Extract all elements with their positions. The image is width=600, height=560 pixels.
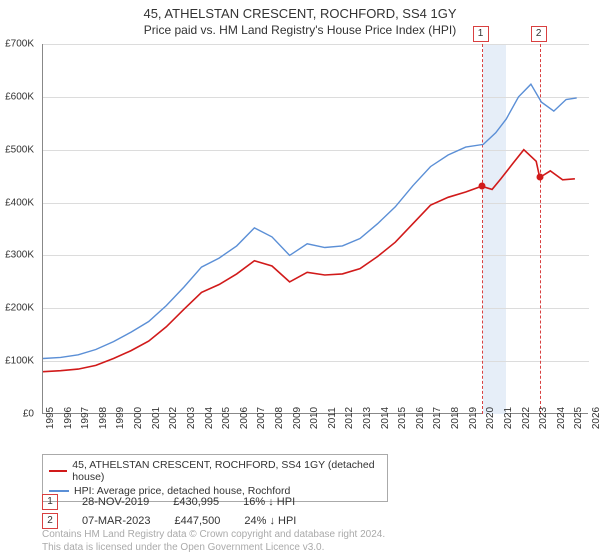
chart-address-title: 45, ATHELSTAN CRESCENT, ROCHFORD, SS4 1G… bbox=[0, 0, 600, 21]
x-axis-label: 2004 bbox=[204, 407, 215, 429]
x-axis-label: 1998 bbox=[98, 407, 109, 429]
y-axis-label: £400K bbox=[5, 197, 34, 208]
x-axis-label: 2022 bbox=[521, 407, 532, 429]
chart-container: 45, ATHELSTAN CRESCENT, ROCHFORD, SS4 1G… bbox=[0, 0, 600, 560]
x-axis-label: 2000 bbox=[133, 407, 144, 429]
x-axis-label: 2020 bbox=[485, 407, 496, 429]
transaction-row-2: 2 07-MAR-2023 £447,500 24% ↓ HPI bbox=[42, 513, 582, 529]
legend-swatch-property bbox=[49, 470, 67, 472]
x-axis-label: 2015 bbox=[397, 407, 408, 429]
x-axis-label: 2023 bbox=[538, 407, 549, 429]
footer-line-2: This data is licensed under the Open Gov… bbox=[42, 542, 324, 553]
x-axis-label: 2025 bbox=[573, 407, 584, 429]
y-axis-label: £700K bbox=[5, 39, 34, 50]
transaction-num-2: 2 bbox=[42, 513, 58, 529]
transaction-num-1: 1 bbox=[42, 494, 58, 510]
series-property bbox=[43, 150, 575, 372]
plot-box bbox=[42, 44, 588, 414]
x-axis-label: 2006 bbox=[239, 407, 250, 429]
footer-attribution: Contains HM Land Registry data © Crown c… bbox=[42, 529, 385, 554]
footer-line-1: Contains HM Land Registry data © Crown c… bbox=[42, 529, 385, 540]
y-axis-label: £0 bbox=[23, 409, 34, 420]
transaction-dot bbox=[478, 183, 485, 190]
x-axis-label: 2012 bbox=[344, 407, 355, 429]
transaction-dot bbox=[536, 174, 543, 181]
transaction-price-2: £447,500 bbox=[174, 515, 220, 527]
transaction-price-1: £430,995 bbox=[173, 496, 219, 508]
x-axis-label: 2005 bbox=[221, 407, 232, 429]
x-axis-label: 2009 bbox=[292, 407, 303, 429]
transaction-delta-1: 16% ↓ HPI bbox=[243, 496, 295, 508]
x-axis-label: 2018 bbox=[450, 407, 461, 429]
y-axis-label: £500K bbox=[5, 144, 34, 155]
x-axis-label: 2003 bbox=[186, 407, 197, 429]
x-axis-label: 2026 bbox=[591, 407, 600, 429]
x-axis-label: 2001 bbox=[151, 407, 162, 429]
x-axis-label: 2011 bbox=[327, 407, 338, 429]
x-axis-label: 2007 bbox=[256, 407, 267, 429]
transaction-marker-1: 1 bbox=[473, 26, 489, 42]
x-axis-label: 2010 bbox=[309, 407, 320, 429]
x-axis-label: 1996 bbox=[63, 407, 74, 429]
y-axis-label: £200K bbox=[5, 303, 34, 314]
transaction-date-1: 28-NOV-2019 bbox=[82, 496, 149, 508]
y-axis-label: £100K bbox=[5, 356, 34, 367]
transaction-date-2: 07-MAR-2023 bbox=[82, 515, 150, 527]
transaction-row-1: 1 28-NOV-2019 £430,995 16% ↓ HPI bbox=[42, 494, 582, 510]
x-axis-label: 2013 bbox=[362, 407, 373, 429]
chart-plot-area: 1 2 £0£100K£200K£300K£400K£500K£600K£700… bbox=[42, 44, 588, 414]
x-axis-label: 2019 bbox=[468, 407, 479, 429]
legend-label-property: 45, ATHELSTAN CRESCENT, ROCHFORD, SS4 1G… bbox=[72, 459, 381, 483]
series-hpi bbox=[43, 84, 577, 358]
x-axis-label: 2008 bbox=[274, 407, 285, 429]
legend-row-property: 45, ATHELSTAN CRESCENT, ROCHFORD, SS4 1G… bbox=[49, 458, 381, 484]
x-axis-label: 2002 bbox=[168, 407, 179, 429]
x-axis-label: 2014 bbox=[380, 407, 391, 429]
x-axis-label: 1997 bbox=[80, 407, 91, 429]
x-axis-label: 2016 bbox=[415, 407, 426, 429]
transaction-marker-2: 2 bbox=[531, 26, 547, 42]
y-axis-label: £600K bbox=[5, 91, 34, 102]
line-chart-svg bbox=[43, 44, 589, 414]
x-axis-label: 1999 bbox=[115, 407, 126, 429]
x-axis-label: 2017 bbox=[432, 407, 443, 429]
y-axis-label: £300K bbox=[5, 250, 34, 261]
chart-subtitle: Price paid vs. HM Land Registry's House … bbox=[0, 21, 600, 37]
x-axis-label: 2021 bbox=[503, 407, 514, 429]
x-axis-label: 1995 bbox=[45, 407, 56, 429]
transaction-delta-2: 24% ↓ HPI bbox=[244, 515, 296, 527]
x-axis-label: 2024 bbox=[556, 407, 567, 429]
legend-swatch-hpi bbox=[49, 490, 69, 492]
